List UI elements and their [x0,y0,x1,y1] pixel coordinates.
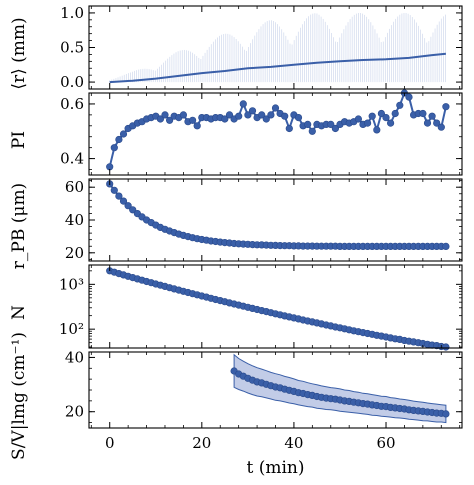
series-line [108,183,446,248]
data-point [423,119,432,127]
series-line [109,52,447,84]
data-point [391,109,399,118]
data-point [225,111,234,119]
data-point [442,343,450,351]
y-axis-label: r_PB (μm) [9,183,29,269]
data-point [285,124,293,133]
data-point [115,135,123,144]
spike-group [109,12,446,83]
panel-4: 10² 10³ N [9,264,463,351]
data-point [124,202,132,210]
data-point [442,410,450,418]
y-tick-label: 0.6 [60,95,84,113]
data-point [304,120,312,128]
data-point [428,112,436,120]
data-point [262,115,270,123]
data-point [221,115,229,123]
panel-1: 0.0 0.5 1.0 ⟨r⟩ (mm) [9,4,463,91]
data-point [119,130,128,138]
data-point [244,111,252,119]
panel-2: 0.4 0.6 PI [9,89,463,176]
data-point [442,103,450,111]
data-point [308,127,316,135]
data-point [281,112,289,120]
data-point [271,104,280,112]
data-point [354,115,363,123]
data-point [156,115,164,123]
data-point [119,197,128,205]
data-point [364,119,372,127]
y-tick-label: 20 [65,244,84,262]
x-tick-label: 20 [192,434,211,452]
data-point [433,119,441,127]
y-tick-label: 10³ [59,275,84,293]
data-point [331,124,340,133]
y-tick-label: 0.5 [60,39,84,57]
data-point [294,113,303,122]
data-point [189,116,197,124]
y-tick-label: 20 [65,403,84,421]
data-point [419,109,427,118]
y-tick-label: 0.0 [60,73,84,91]
data-point [166,116,174,124]
y-axis-label: ⟨r⟩ (mm) [9,17,29,89]
axes-frame [88,264,463,349]
data-point [377,109,386,118]
data-point [442,242,450,250]
data-point [110,186,118,194]
data-point [405,93,413,101]
x-tick-label: 0 [105,434,115,452]
data-point [235,112,243,120]
panel-3: 20 40 60 r_PB (μm) [9,178,463,269]
data-point [267,111,275,119]
data-point [396,101,404,109]
data-point [382,113,390,122]
panel-5: 20 40 S/V|lmg (cm⁻¹) 0 20 40 60 t (min) [9,332,463,478]
y-axis-label: S/V|lmg (cm⁻¹) [9,332,29,460]
data-point [373,126,381,134]
data-point [437,123,445,131]
data-point [115,192,123,200]
y-tick-label: 40 [65,211,84,229]
data-point [239,100,247,108]
series-line [108,91,447,168]
x-tick-label: 40 [284,434,303,452]
y-tick-label: 10² [59,320,84,338]
x-tick-label: 60 [376,434,395,452]
y-axis-label: N [9,305,29,320]
y-tick-label: 40 [65,348,84,366]
data-point [193,122,201,130]
data-point [258,111,266,119]
y-tick-label: 1.0 [60,4,84,22]
y-tick-label: 60 [65,178,84,196]
data-point [327,120,335,128]
x-axis-label: t (min) [246,458,304,478]
data-point [179,111,187,119]
data-point [161,111,169,119]
data-point [110,144,118,152]
data-point [248,107,257,115]
y-tick-label: 0.4 [60,150,84,168]
data-point [368,112,376,120]
data-point [129,206,137,214]
y-axis-label: PI [9,131,29,149]
data-point [387,119,395,127]
